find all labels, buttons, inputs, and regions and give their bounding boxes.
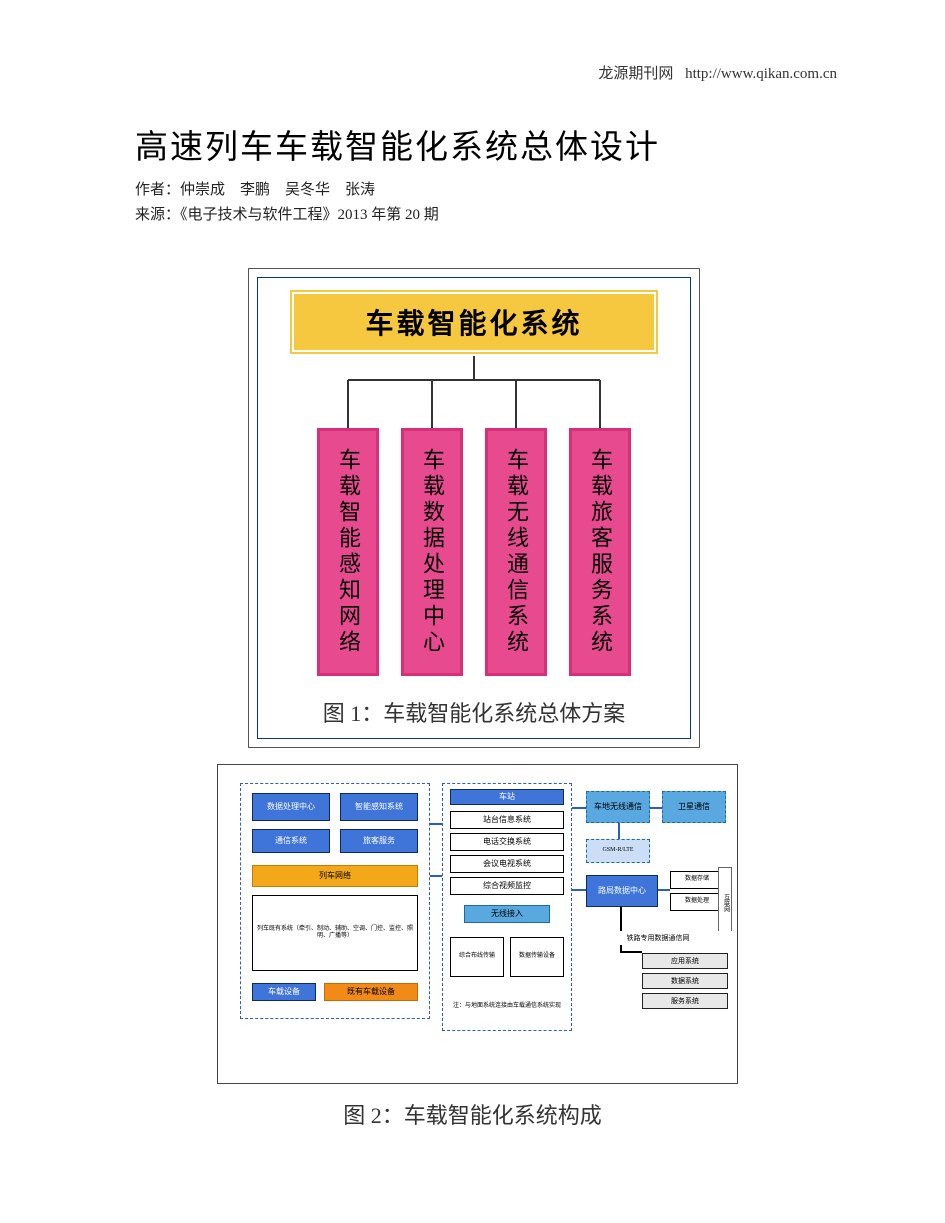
fig2-node-cp_title: 车站 [450, 789, 564, 805]
fig1-child-1: 车载数据处理中心 [401, 428, 463, 676]
fig2-node-cp_2: 电话交换系统 [450, 833, 564, 851]
fig2-node-cp_b1: 综合布线传输 [450, 937, 504, 977]
authors: 仲崇成 李鹏 吴冬华 张涛 [180, 182, 375, 198]
fig2-node-lp_foot_l: 车载设备 [252, 983, 316, 1001]
fig2-node-lp_c: 通信系统 [252, 829, 330, 853]
fig2-node-rt_c: GSM-R/LTE [586, 839, 650, 863]
figure-2: 数据处理中心智能感知系统通信系统旅客服务列车网络列车既有系统（牵引、制动、辅助、… [217, 764, 738, 1084]
fig2-caption: 图 2：车载智能化系统构成 [0, 1098, 945, 1130]
fig2-node-lp_foot_r: 既有车载设备 [324, 983, 418, 1001]
fig1-caption: 图 1：车载智能化系统总体方案 [258, 696, 690, 728]
authors-label: 作者： [135, 182, 180, 198]
fig2-node-rt_a: 车地无线通信 [586, 791, 650, 823]
fig2-node-cp_wifi: 无线接入 [464, 905, 550, 923]
fig2-node-rb_s1: 应用系统 [642, 953, 728, 969]
fig2-node-lp_d: 旅客服务 [340, 829, 418, 853]
authors-line: 作者：仲崇成 李鹏 吴冬华 张涛 [135, 178, 375, 199]
edge [658, 889, 670, 891]
source: 《电子技术与软件工程》2013 年第 20 期 [180, 207, 439, 223]
fig1-connectors [258, 356, 690, 428]
fig2-node-rb_s3: 服务系统 [642, 993, 728, 1009]
fig2-node-rb_label: 铁路专用数据通信网 [582, 931, 734, 945]
fig2-node-cp_3: 会议电视系统 [450, 855, 564, 873]
edge [618, 823, 620, 839]
fig2-node-lp_text: 列车既有系统（牵引、制动、辅助、空调、门控、监控、照明、广播等） [252, 895, 418, 971]
edge [572, 807, 586, 809]
fig1-children: 车载智能感知网络 车载数据处理中心 车载无线通信系统 车载旅客服务系统 [258, 428, 690, 676]
fig1-child-3: 车载旅客服务系统 [569, 428, 631, 676]
source-line: 来源：《电子技术与软件工程》2013 年第 20 期 [135, 203, 439, 224]
fig2-node-rm_hub: 路局数据中心 [586, 875, 658, 907]
source-label: 来源： [135, 207, 180, 223]
fig1-child-2: 车载无线通信系统 [485, 428, 547, 676]
page-title: 高速列车车载智能化系统总体设计 [135, 120, 660, 168]
edge [430, 875, 442, 877]
edge [430, 823, 442, 825]
figure-1: 车载智能化系统 车载智能感知网络 车载数据处理中心 车载无线通信系统 车载旅客服… [248, 268, 700, 748]
fig2-node-lp_a: 数据处理中心 [252, 793, 330, 821]
figure-2-inner: 数据处理中心智能感知系统通信系统旅客服务列车网络列车既有系统（牵引、制动、辅助、… [224, 771, 731, 1077]
fig2-node-cp_4: 综合视频监控 [450, 877, 564, 895]
edge [620, 951, 642, 953]
fig2-node-rt_b: 卫星通信 [662, 791, 726, 823]
site-name: 龙源期刊网 [598, 66, 673, 82]
fig1-root-node: 车载智能化系统 [290, 290, 658, 354]
fig2-node-rm_r1: 数据存储 [670, 871, 724, 889]
edge [650, 807, 662, 809]
site-url: http://www.qikan.com.cn [685, 66, 837, 82]
edge [572, 889, 586, 891]
fig2-node-cp_note: 注：与地面系统连接由车载通信系统实现 [450, 991, 564, 1023]
fig2-node-rb_s2: 数据系统 [642, 973, 728, 989]
fig2-node-cp_b2: 数据传输设备 [510, 937, 564, 977]
header-source: 龙源期刊网 http://www.qikan.com.cn [598, 62, 837, 83]
fig2-node-lp_b: 智能感知系统 [340, 793, 418, 821]
fig2-node-rm_side: 互联网 [718, 867, 732, 939]
fig2-node-rm_r2: 数据处理 [670, 893, 724, 911]
fig1-child-0: 车载智能感知网络 [317, 428, 379, 676]
fig2-node-lp_bar: 列车网络 [252, 865, 418, 887]
fig2-node-cp_1: 站台信息系统 [450, 811, 564, 829]
figure-1-frame: 车载智能化系统 车载智能感知网络 车载数据处理中心 车载无线通信系统 车载旅客服… [257, 277, 691, 739]
